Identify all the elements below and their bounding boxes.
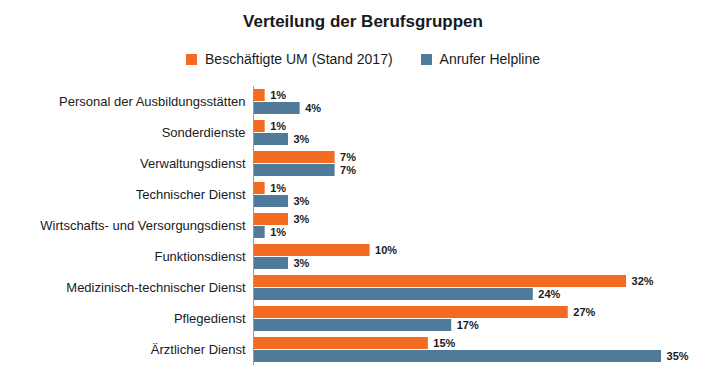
svg-text:15%: 15% <box>433 337 455 349</box>
svg-text:7%: 7% <box>340 151 356 163</box>
svg-text:7%: 7% <box>340 164 356 176</box>
svg-text:3%: 3% <box>293 195 309 207</box>
svg-text:Sonderdienste: Sonderdienste <box>162 125 246 140</box>
svg-text:1%: 1% <box>270 89 286 101</box>
svg-text:Verwaltungsdienst: Verwaltungsdienst <box>140 156 246 171</box>
svg-text:35%: 35% <box>667 350 689 362</box>
svg-text:Ärztlicher Dienst: Ärztlicher Dienst <box>151 342 246 357</box>
svg-text:Medizinisch-technischer Dienst: Medizinisch-technischer Dienst <box>66 280 246 295</box>
svg-text:3%: 3% <box>293 257 309 269</box>
svg-text:32%: 32% <box>632 275 654 287</box>
html-text:Beschäftigte UM (Stand 2017): Beschäftigte UM (Stand 2017) <box>205 51 393 67</box>
svg-text:1%: 1% <box>270 120 286 132</box>
svg-text:10%: 10% <box>375 244 397 256</box>
svg-text:Pflegedienst: Pflegedienst <box>174 311 246 326</box>
svg-text:3%: 3% <box>293 133 309 145</box>
svg-text:24%: 24% <box>538 288 560 300</box>
svg-text:1%: 1% <box>270 226 286 238</box>
svg-text:1%: 1% <box>270 182 286 194</box>
html-text:Verteilung der Berufsgruppen: Verteilung der Berufsgruppen <box>243 12 483 31</box>
svg-text:Wirtschafts- und Versorgungsdi: Wirtschafts- und Versorgungsdienst <box>40 218 246 233</box>
svg-text:Technischer Dienst: Technischer Dienst <box>136 187 246 202</box>
svg-text:27%: 27% <box>573 306 595 318</box>
svg-text:3%: 3% <box>293 213 309 225</box>
svg-text:17%: 17% <box>457 319 479 331</box>
svg-text:Funktionsdienst: Funktionsdienst <box>154 249 245 264</box>
svg-text:4%: 4% <box>305 102 321 114</box>
svg-text:Personal der Ausbildungsstätte: Personal der Ausbildungsstätten <box>59 94 245 109</box>
html-text:Anrufer Helpline: Anrufer Helpline <box>439 51 540 67</box>
